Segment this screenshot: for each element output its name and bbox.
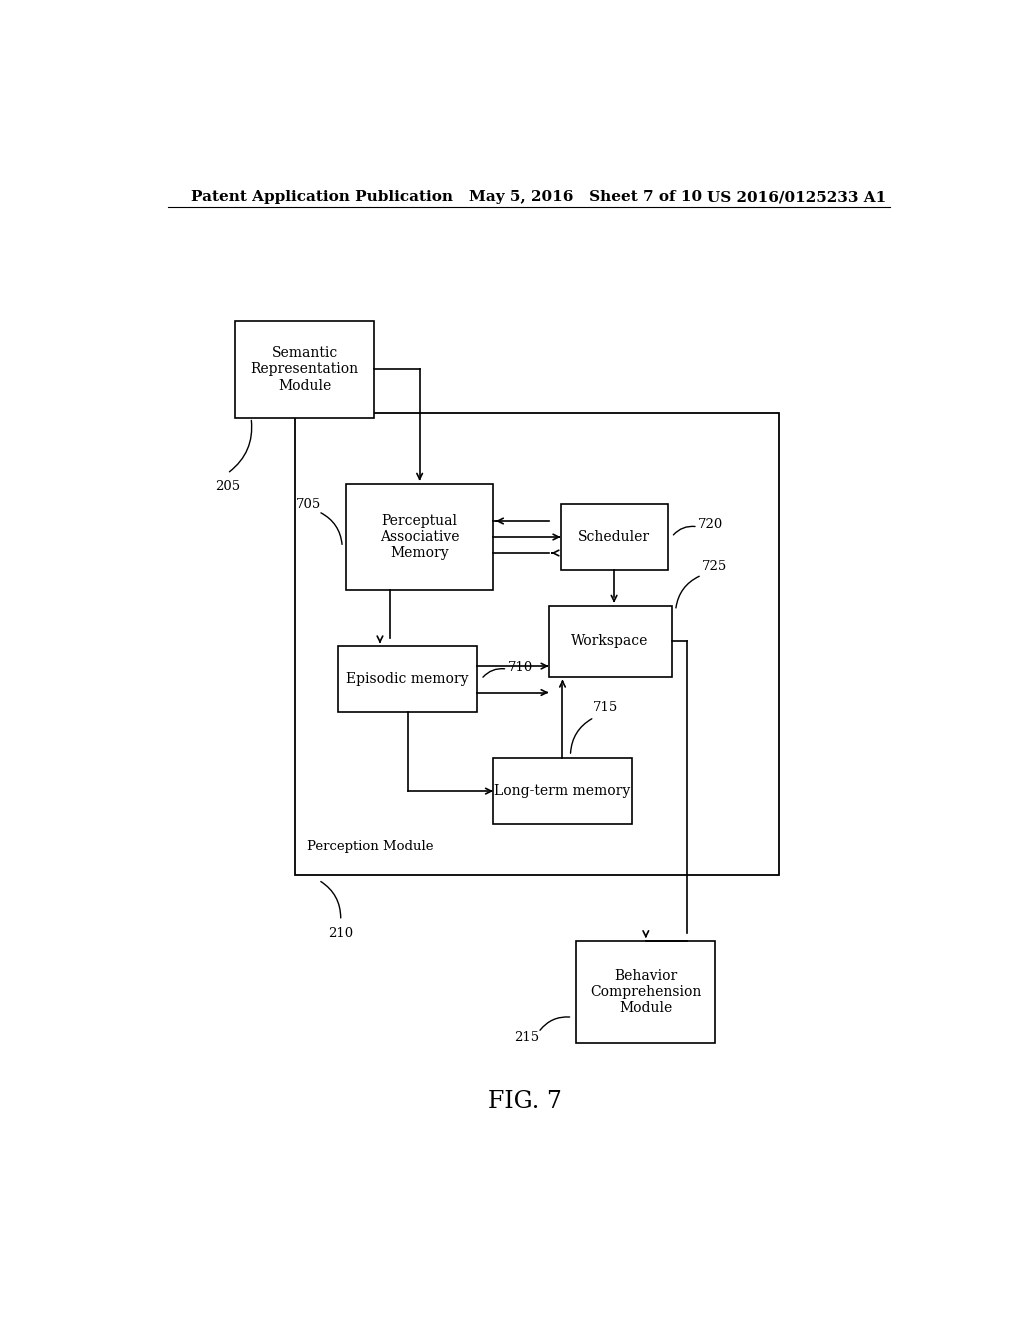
Text: Semantic
Representation
Module: Semantic Representation Module — [251, 346, 358, 392]
Text: Behavior
Comprehension
Module: Behavior Comprehension Module — [590, 969, 701, 1015]
Bar — [549, 606, 672, 677]
Text: 215: 215 — [514, 1031, 539, 1044]
Text: Patent Application Publication: Patent Application Publication — [191, 190, 454, 205]
Text: May 5, 2016   Sheet 7 of 10: May 5, 2016 Sheet 7 of 10 — [469, 190, 702, 205]
Bar — [560, 504, 668, 570]
Text: Scheduler: Scheduler — [578, 531, 650, 544]
Text: 725: 725 — [701, 561, 727, 573]
Text: Workspace: Workspace — [571, 634, 649, 648]
Bar — [338, 647, 477, 713]
Bar — [236, 321, 374, 417]
Text: Perceptual
Associative
Memory: Perceptual Associative Memory — [380, 513, 460, 560]
Bar — [494, 758, 632, 824]
Text: 205: 205 — [215, 480, 240, 494]
Text: Perception Module: Perception Module — [306, 840, 433, 853]
Text: FIG. 7: FIG. 7 — [487, 1090, 562, 1113]
Bar — [295, 413, 778, 875]
Text: 715: 715 — [593, 701, 617, 714]
Text: 210: 210 — [328, 928, 353, 940]
Text: US 2016/0125233 A1: US 2016/0125233 A1 — [708, 190, 887, 205]
Text: 720: 720 — [698, 519, 723, 532]
Text: Episodic memory: Episodic memory — [346, 672, 469, 686]
Text: Long-term memory: Long-term memory — [495, 784, 631, 799]
Text: 710: 710 — [508, 660, 532, 673]
Text: 705: 705 — [296, 498, 321, 511]
Bar — [577, 941, 716, 1043]
Bar — [346, 483, 494, 590]
